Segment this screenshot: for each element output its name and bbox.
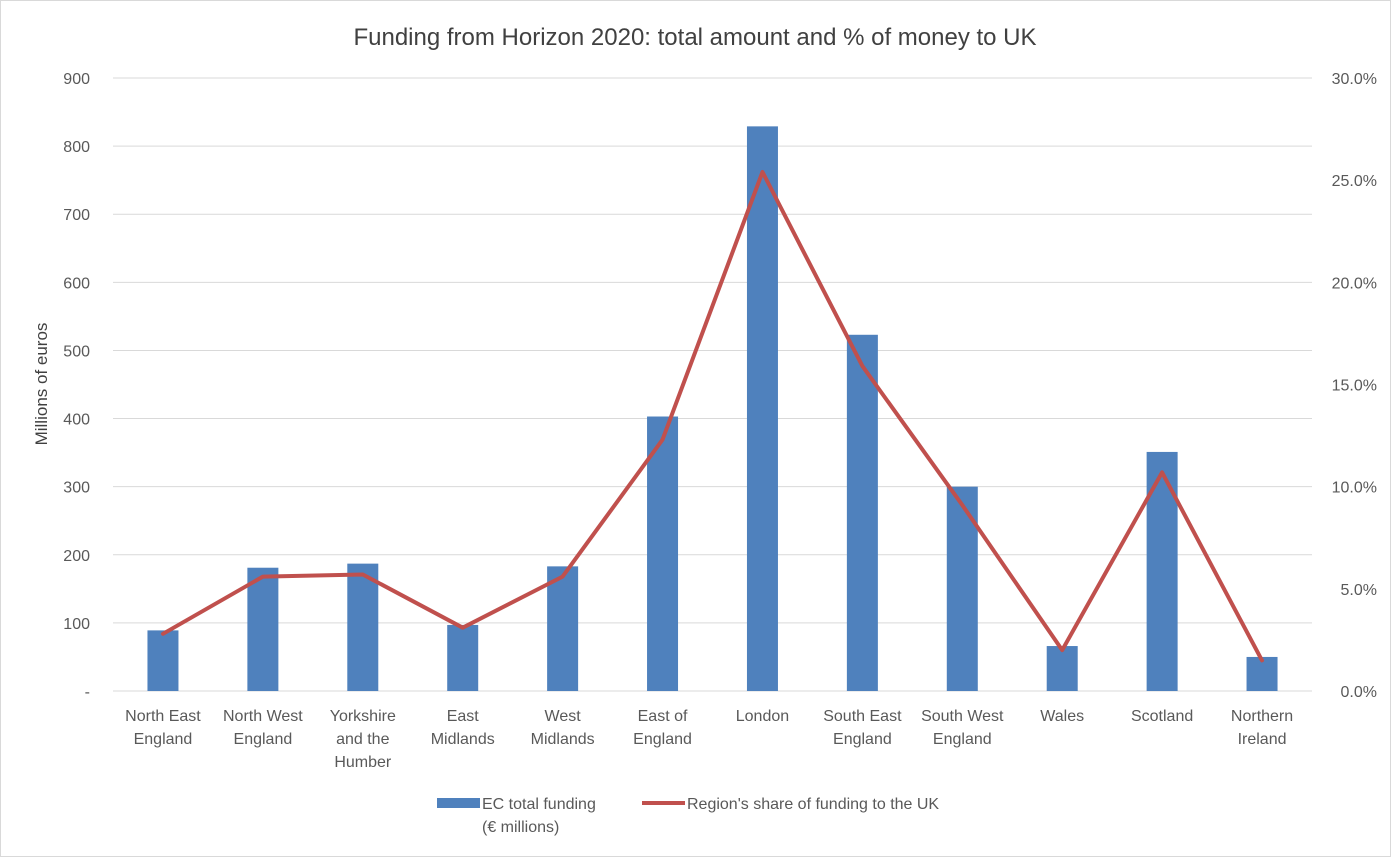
y2-tick-label: 10.0% [1332,480,1377,497]
y2-tick-label: 0.0% [1341,684,1377,701]
x-tick-label-line: Northern [1231,708,1293,725]
y2-tick-label: 25.0% [1332,173,1377,190]
x-tick-label-line: England [833,731,892,748]
legend: EC total funding (€ millions) Region's sha… [437,796,939,836]
x-tick-label-line: North West [223,708,303,725]
y2-tick-label: 20.0% [1332,275,1377,292]
x-tick-label: Scotland [1131,708,1193,725]
y-tick-label: 700 [63,207,90,224]
y-tick-label: 600 [63,275,90,292]
x-tick-label-line: North East [125,708,201,725]
gridlines [113,77,1312,692]
x-tick-label-line: Yorkshire [330,708,396,725]
legend-label-bar: EC total funding (€ millions) [482,796,596,836]
y-tick-label: 900 [63,71,90,88]
series-line [161,170,1264,663]
x-tick-label-line: England [933,731,992,748]
x-tick-label-line: South East [823,708,902,725]
bar [846,334,878,691]
y2-tick-label: 30.0% [1332,71,1377,88]
y-tick-label: 500 [63,343,90,360]
x-tick-label-line: East of [638,708,688,725]
y-axis-title: Millions of euros [32,323,51,446]
x-tick-label-line: Midlands [431,731,495,748]
bar [347,563,379,691]
y-tick-label: - [85,684,90,701]
legend-label-line: (€ millions) [482,819,559,836]
y2-tick-label: 5.0% [1341,582,1377,599]
bar [147,630,179,691]
bar [547,566,579,691]
line-series [161,170,1264,663]
y-tick-label: 100 [63,616,90,633]
x-tick-label-line: West [545,708,582,725]
chart-title: Funding from Horizon 2020: total amount … [353,24,1036,51]
x-tick-label: North West England [223,708,303,748]
x-tick-label: Wales [1040,708,1084,725]
y-axis-ticks: - 100 200 300 400 500 600 700 800 900 [63,71,90,701]
y2-axis-ticks: 0.0% 5.0% 10.0% 15.0% 20.0% 25.0% 30.0% [1332,71,1377,701]
x-tick-label-line: South West [921,708,1004,725]
bar-series [147,126,1278,691]
x-tick-label: London [736,708,789,725]
x-tick-label: North East England [125,708,201,748]
legend-label-line: EC total funding [482,796,596,813]
x-tick-label-line: Scotland [1131,708,1193,725]
y-tick-label: 300 [63,480,90,497]
x-tick-label: South West England [921,708,1004,748]
x-axis-ticks: North East England North West England Yorksh… [125,708,1293,771]
x-tick-label: Northern Ireland [1231,708,1293,748]
x-tick-label-line: London [736,708,789,725]
bar [1246,656,1278,691]
x-tick-label-line: England [134,731,193,748]
x-tick-label: East of England [633,708,692,748]
bar [647,416,679,691]
bar [247,567,279,691]
x-tick-label-line: East [447,708,480,725]
x-tick-label-line: England [633,731,692,748]
bar [1046,646,1078,691]
x-tick-label: Yorkshire and the Humber [330,708,396,771]
legend-swatch-bar [437,798,480,808]
bar [447,624,479,691]
y-tick-label: 200 [63,548,90,565]
x-tick-label-line: Ireland [1238,731,1287,748]
x-tick-label: South East England [823,708,902,748]
y2-tick-label: 15.0% [1332,378,1377,395]
bar [746,126,778,691]
x-tick-label-line: Wales [1040,708,1084,725]
legend-label-line: Region's share of funding to the UK [687,796,939,813]
x-tick-label-line: and the [336,731,389,748]
x-tick-label: East Midlands [431,708,495,748]
x-tick-label-line: Midlands [531,731,595,748]
x-tick-label: West Midlands [531,708,595,748]
y-tick-label: 400 [63,412,90,429]
x-tick-label-line: England [234,731,293,748]
y-tick-label: 800 [63,139,90,156]
x-tick-label-line: Humber [334,754,392,771]
